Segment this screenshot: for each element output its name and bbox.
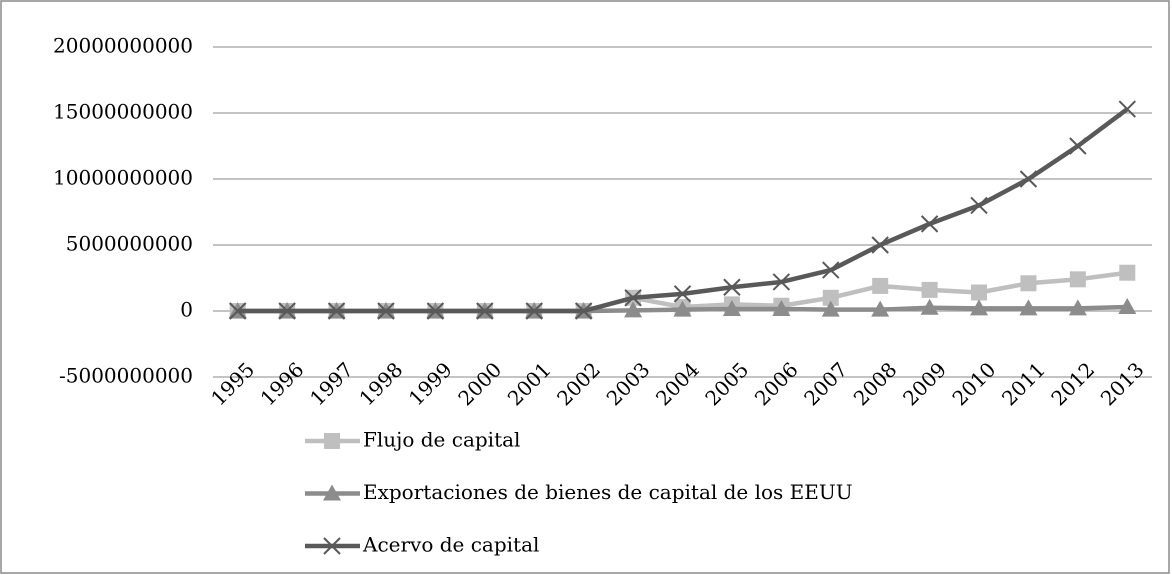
marker	[229, 302, 247, 320]
marker	[920, 298, 939, 315]
legend-label: Acervo de capital	[362, 533, 539, 557]
marker	[426, 302, 445, 320]
marker	[323, 537, 341, 555]
marker	[327, 302, 346, 320]
marker	[1118, 100, 1136, 118]
legend-label: Exportaciones de bienes de capital de lo…	[363, 480, 853, 504]
marker	[821, 300, 840, 317]
marker	[871, 300, 890, 317]
marker	[624, 301, 643, 318]
marker	[822, 261, 840, 279]
y-tick-label: 15000000000	[53, 100, 193, 124]
marker	[673, 300, 692, 317]
legend-label: Flujo de capital	[363, 428, 520, 452]
marker	[377, 302, 395, 320]
marker	[323, 484, 341, 501]
y-tick-label: 10000000000	[53, 166, 193, 190]
marker	[723, 278, 741, 296]
marker	[920, 215, 939, 233]
marker	[525, 302, 543, 320]
marker	[970, 196, 988, 215]
marker	[970, 299, 989, 316]
marker	[872, 277, 889, 294]
marker	[278, 302, 296, 320]
marker	[673, 285, 692, 303]
marker	[1069, 137, 1087, 155]
marker	[772, 273, 791, 291]
y-tick-label: 0	[180, 298, 193, 322]
marker	[971, 284, 988, 301]
y-tick-label: 20000000000	[53, 34, 193, 58]
marker	[624, 289, 642, 307]
y-tick-label: -5000000000	[59, 364, 193, 388]
marker	[1019, 299, 1038, 316]
marker	[476, 302, 494, 320]
marker	[822, 289, 839, 306]
marker	[921, 281, 938, 298]
marker	[1119, 264, 1136, 281]
marker	[574, 302, 593, 320]
marker	[324, 433, 340, 449]
marker	[1068, 299, 1087, 316]
marker	[1069, 271, 1086, 288]
marker	[871, 236, 889, 254]
marker	[1019, 170, 1038, 188]
marker	[1020, 275, 1037, 292]
y-tick-label: 5000000000	[66, 232, 193, 256]
marker	[722, 300, 741, 317]
marker	[1118, 298, 1137, 315]
marker	[772, 300, 791, 317]
